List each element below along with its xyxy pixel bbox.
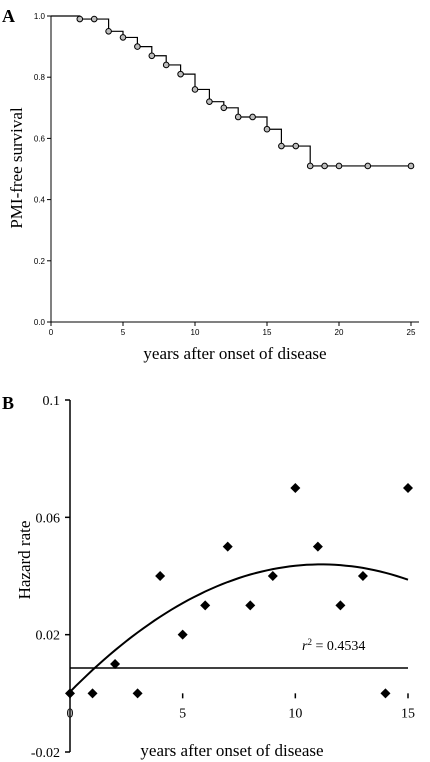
panel-a-censor-marker xyxy=(90,15,98,23)
panel-a-survival-chart: A 0 5 10 15 20 25 0.0 0.2 0.4 0.6 0.8 1.0 years af… xyxy=(2,6,419,363)
panel-a-censor-marker xyxy=(162,61,170,69)
panel-a-censor-markers xyxy=(76,15,415,170)
panel-a-censor-marker xyxy=(407,162,415,170)
r-value: = 0.4534 xyxy=(312,639,365,654)
panel-b-letter: B xyxy=(2,393,14,413)
panel-b-x-tick-label: 15 xyxy=(401,706,415,721)
panel-b-data-point xyxy=(357,571,368,581)
panel-a-x-tick-label: 0 xyxy=(49,328,54,337)
panel-b-data-point xyxy=(222,541,233,552)
r-symbol: r xyxy=(302,639,308,654)
panel-a-censor-marker xyxy=(177,70,184,78)
panel-a-censor-marker xyxy=(263,125,271,133)
panel-a-survival-curve xyxy=(51,15,411,167)
panel-a-censor-marker xyxy=(134,43,141,50)
panel-a-x-tick-label: 15 xyxy=(263,328,272,337)
panel-a-censor-marker xyxy=(292,142,300,150)
panel-b-data-point xyxy=(403,483,413,493)
panel-a-letter: A xyxy=(2,6,15,26)
panel-b-data-point xyxy=(267,571,278,581)
panel-b-data-point xyxy=(132,688,143,699)
panel-b-data-point xyxy=(200,600,211,611)
panel-a-y-axis-label: PMI-free survival xyxy=(7,107,26,229)
panel-a-x-tick-label: 5 xyxy=(121,328,126,337)
panel-b-data-point xyxy=(312,541,323,552)
panel-b-data-point xyxy=(110,659,121,669)
panel-a-axes xyxy=(50,16,419,323)
panel-a-censor-marker xyxy=(105,28,112,35)
panel-a-x-axis-label: years after onset of disease xyxy=(143,344,326,363)
panel-a-censor-marker xyxy=(206,98,213,105)
panel-a-censor-marker xyxy=(306,162,314,170)
panel-b-y-tick-label: 0.02 xyxy=(36,629,61,644)
panel-b-data-point xyxy=(335,600,346,611)
panel-a-y-tick-label: 0.4 xyxy=(34,196,46,205)
panel-a-censor-marker xyxy=(191,86,199,93)
panel-b-y-tick-label: 0.1 xyxy=(43,394,61,409)
panel-b-y-tick-label: 0.06 xyxy=(36,511,61,526)
panel-b-x-axis-label: years after onset of disease xyxy=(140,741,323,760)
panel-b-axes xyxy=(69,400,408,752)
panel-b-x-tick-label: 0 xyxy=(67,706,74,721)
panel-b-data-point xyxy=(245,600,256,611)
panel-a-censor-marker xyxy=(234,113,242,121)
panel-a-y-tick-label: 1.0 xyxy=(34,12,46,21)
panel-b-trendline xyxy=(69,563,409,693)
panel-a-censor-marker xyxy=(220,104,228,112)
panel-a-y-tick-label: 0.0 xyxy=(34,318,46,327)
panel-a-y-tick-label: 0.8 xyxy=(34,73,46,82)
panel-a-x-tick-label: 20 xyxy=(335,328,344,337)
panel-b-y-ticks: -0.02 0.02 0.06 0.1 xyxy=(31,394,70,761)
panel-a-censor-marker xyxy=(249,113,256,121)
panel-b-x-tick-label: 10 xyxy=(288,706,302,721)
panel-b-data-point xyxy=(177,629,188,640)
r-exponent: 2 xyxy=(307,637,312,647)
panel-a-y-tick-label: 0.6 xyxy=(34,134,46,143)
panel-b-hazard-chart: B -0.02 0.02 0.06 0.1 0 5 10 15 r2 = 0.4534 ye… xyxy=(2,393,415,761)
panel-b-y-axis-label: Hazard rate xyxy=(15,521,34,600)
panel-a-x-tick-label: 25 xyxy=(407,328,416,337)
panel-b-y-tick-label: -0.02 xyxy=(31,746,60,761)
panel-b-data-point xyxy=(65,688,75,699)
panel-a-censor-marker xyxy=(119,34,127,41)
panel-b-data-point xyxy=(87,688,98,699)
panel-b-data-point xyxy=(155,571,166,581)
panel-a-y-tick-label: 0.2 xyxy=(34,257,46,266)
panel-a-y-ticks: 0.0 0.2 0.4 0.6 0.8 1.0 xyxy=(34,12,51,327)
panel-a-x-ticks: 0 5 10 15 20 25 xyxy=(49,322,416,337)
panel-a-x-tick-label: 10 xyxy=(191,328,200,337)
panel-b-x-tick-label: 5 xyxy=(179,706,186,721)
panel-b-data-point xyxy=(290,483,301,493)
panel-a-censor-marker xyxy=(321,162,328,170)
panel-b-r-squared-annotation: r2 = 0.4534 xyxy=(302,637,365,654)
panel-a-censor-marker xyxy=(278,142,285,150)
panel-a-censor-marker xyxy=(148,52,156,60)
panel-b-data-points xyxy=(65,483,413,699)
panel-a-censor-marker xyxy=(76,15,84,23)
panel-a-censor-marker xyxy=(364,162,372,170)
panel-b-data-point xyxy=(380,688,391,699)
panel-b-x-ticks: 0 5 10 15 xyxy=(67,693,415,721)
panel-a-censor-marker xyxy=(335,162,343,170)
